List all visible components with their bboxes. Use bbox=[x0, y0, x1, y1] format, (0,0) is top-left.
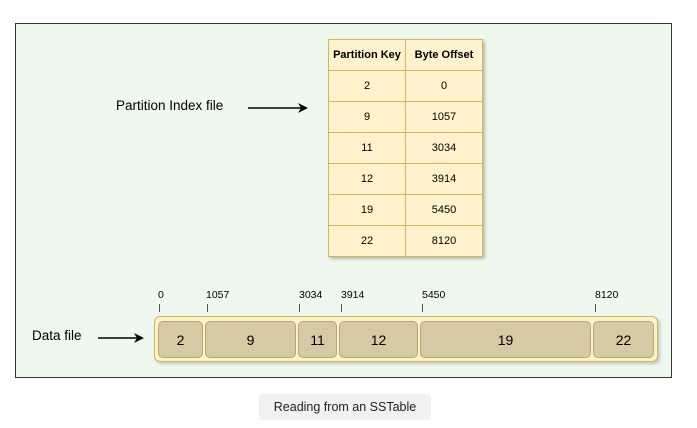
offset-label: 3914 bbox=[341, 289, 365, 301]
data-segment: 22 bbox=[593, 321, 654, 358]
data-segment: 9 bbox=[205, 321, 296, 358]
index-arrow bbox=[248, 103, 308, 113]
offset-tick bbox=[341, 304, 342, 312]
byte-offset-cell: 3914 bbox=[405, 163, 483, 195]
partition-key-cell: 2 bbox=[328, 70, 406, 102]
partition-index-table: Partition Key Byte Offset 2 0 9 1057 11 … bbox=[328, 39, 483, 257]
offset-tick bbox=[422, 304, 423, 312]
byte-offset-cell: 0 bbox=[405, 70, 483, 102]
offset-label: 0 bbox=[158, 289, 164, 301]
partition-key-cell: 19 bbox=[328, 194, 406, 226]
data-segment: 2 bbox=[158, 321, 203, 358]
data-file-arrow bbox=[98, 333, 144, 343]
data-file-block: 2 9 11 12 19 22 bbox=[154, 316, 658, 362]
byte-offset-cell: 3034 bbox=[405, 132, 483, 164]
index-row: 19 5450 bbox=[328, 194, 483, 226]
figure-caption: Reading from an SSTable bbox=[259, 394, 431, 420]
byte-offset-cell: 1057 bbox=[405, 101, 483, 133]
diagram-canvas: Partition Index file Partition Key Byte … bbox=[15, 23, 672, 378]
data-file-label: Data file bbox=[32, 328, 82, 343]
byte-offset-cell: 5450 bbox=[405, 194, 483, 226]
index-row: 9 1057 bbox=[328, 101, 483, 133]
partition-key-cell: 12 bbox=[328, 163, 406, 195]
byte-offset-cell: 8120 bbox=[405, 225, 483, 257]
offset-label: 3034 bbox=[299, 289, 323, 301]
index-row: 11 3034 bbox=[328, 132, 483, 164]
offset-tick bbox=[595, 304, 596, 312]
partition-key-cell: 22 bbox=[328, 225, 406, 257]
offset-label: 5450 bbox=[422, 289, 446, 301]
index-row: 12 3914 bbox=[328, 163, 483, 195]
partition-index-label: Partition Index file bbox=[116, 98, 224, 113]
index-row: 22 8120 bbox=[328, 225, 483, 257]
partition-key-cell: 9 bbox=[328, 101, 406, 133]
offset-label: 8120 bbox=[595, 289, 619, 301]
data-segment: 12 bbox=[339, 321, 418, 358]
header-partition-key: Partition Key bbox=[328, 39, 406, 71]
header-byte-offset: Byte Offset bbox=[405, 39, 483, 71]
data-segment: 11 bbox=[298, 321, 337, 358]
offset-tick bbox=[159, 304, 160, 312]
offset-label: 1057 bbox=[206, 289, 230, 301]
index-row: 2 0 bbox=[328, 70, 483, 102]
index-header-row: Partition Key Byte Offset bbox=[328, 39, 483, 71]
data-segment: 19 bbox=[420, 321, 591, 358]
partition-key-cell: 11 bbox=[328, 132, 406, 164]
offset-tick bbox=[299, 304, 300, 312]
offset-tick bbox=[207, 304, 208, 312]
